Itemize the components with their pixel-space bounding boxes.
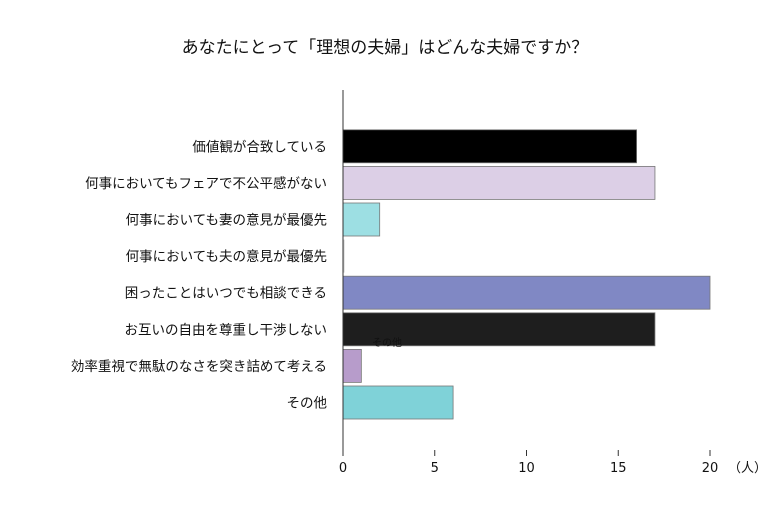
bar-5 <box>342 312 656 347</box>
annotation-label: その他 <box>372 336 402 349</box>
x-tick-label-1: 5 <box>431 461 439 476</box>
category-label-6: 効率重視で無駄のなさを突き詰めて考える <box>71 358 327 375</box>
x-axis-unit-label: （人） <box>728 461 767 476</box>
category-labels: 価値観が合致している何事においてもフェアで不公平感がない何事においても妻の意見が… <box>71 138 327 411</box>
chart-title: あなたにとって「理想の夫婦」はどんな夫婦ですか？ <box>182 38 589 58</box>
bar-7 <box>342 385 454 420</box>
category-label-2: 何事においても妻の意見が最優先 <box>126 212 327 229</box>
bar-6 <box>342 348 362 383</box>
bar-2 <box>342 202 381 237</box>
category-label-0: 価値観が合致している <box>192 138 327 155</box>
category-label-3: 何事においても夫の意見が最優先 <box>126 248 327 265</box>
bars-group <box>342 129 711 420</box>
category-label-5: お互いの自由を尊重し干渉しない <box>125 322 328 338</box>
bar-0 <box>342 129 638 164</box>
x-axis-ticks: 0 5 10 15 20 <box>339 450 718 476</box>
category-label-7: その他 <box>287 396 328 412</box>
x-tick-label-4: 20 <box>702 461 719 476</box>
category-label-1: 何事においてもフェアで不公平感がない <box>85 175 327 192</box>
bar-3 <box>343 239 345 273</box>
category-label-4: 困ったことはいつでも相談できる <box>125 286 327 302</box>
bar-1 <box>342 165 656 200</box>
x-tick-label-3: 15 <box>610 461 627 476</box>
bar-4 <box>342 275 711 310</box>
x-tick-label-2: 10 <box>518 461 535 476</box>
x-tick-label-0: 0 <box>339 461 347 476</box>
